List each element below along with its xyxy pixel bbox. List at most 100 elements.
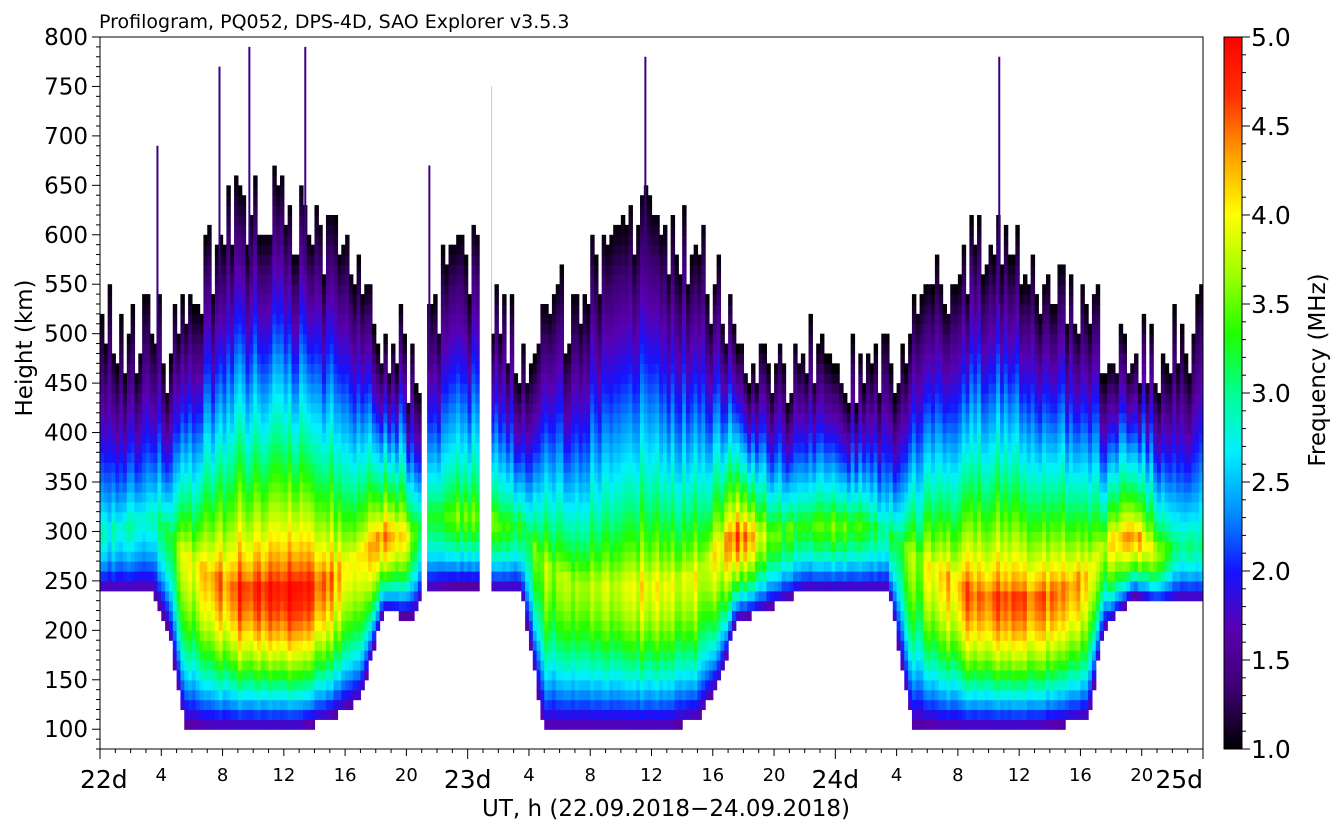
- heatmap-cell: [452, 452, 457, 463]
- heatmap-cell: [199, 432, 205, 444]
- heatmap-cell: [291, 679, 296, 691]
- heatmap-cell: [302, 393, 308, 404]
- heatmap-cell: [417, 571, 423, 582]
- heatmap-cell: [195, 541, 201, 552]
- heatmap-cell: [199, 571, 205, 582]
- heatmap-cell: [460, 393, 465, 404]
- heatmap-cell: [107, 462, 113, 473]
- heatmap-cell: [322, 689, 327, 701]
- heatmap-cell: [176, 393, 182, 404]
- heatmap-cell: [536, 610, 542, 622]
- heatmap-cell: [142, 363, 147, 374]
- heatmap-cell: [509, 333, 515, 345]
- heatmap-cell: [360, 472, 365, 483]
- heatmap-cell: [211, 412, 216, 424]
- heatmap-cell: [107, 561, 113, 572]
- heatmap-cell: [142, 333, 147, 345]
- heatmap-cell: [594, 472, 599, 483]
- heatmap-cell: [601, 254, 607, 266]
- heatmap-cell: [299, 254, 304, 266]
- heatmap-cell: [467, 531, 473, 542]
- heatmap-cell: [168, 412, 174, 424]
- heatmap-cell: [494, 511, 499, 523]
- heatmap-cell: [176, 630, 182, 641]
- heatmap-cell: [283, 313, 289, 325]
- heatmap-cell: [230, 491, 235, 503]
- heatmap-cell: [203, 699, 208, 711]
- heatmap-cell: [356, 304, 362, 315]
- heatmap-cell: [211, 660, 216, 671]
- heatmap-cell: [540, 501, 545, 513]
- heatmap-cell: [609, 620, 614, 631]
- heatmap-cell: [287, 669, 293, 681]
- heatmap-cell: [222, 363, 227, 374]
- heatmap-cell: [264, 630, 270, 641]
- heatmap-cell: [203, 254, 208, 266]
- heatmap-cell: [440, 462, 446, 473]
- heatmap-cell: [203, 274, 208, 285]
- heatmap-cell: [142, 383, 147, 394]
- heatmap-cell: [402, 561, 407, 572]
- heatmap-cell: [203, 620, 208, 631]
- heatmap-cell: [594, 274, 599, 285]
- heatmap-cell: [559, 432, 565, 444]
- heatmap-cell: [184, 521, 189, 533]
- heatmap-cell: [329, 333, 335, 345]
- heatmap-cell: [544, 630, 549, 641]
- heatmap-cell: [456, 373, 461, 384]
- heatmap-cell: [571, 630, 576, 641]
- heatmap-cell: [245, 244, 250, 256]
- heatmap-cell: [325, 254, 331, 266]
- heatmap-cell: [555, 442, 561, 453]
- heatmap-cell: [280, 215, 285, 226]
- heatmap-cell: [578, 462, 584, 473]
- heatmap-cell: [107, 353, 113, 364]
- heatmap-cell: [605, 482, 610, 493]
- heatmap-cell: [306, 323, 312, 335]
- heatmap-cell: [172, 462, 178, 473]
- heatmap-cell: [199, 650, 205, 661]
- heatmap-cell: [272, 679, 277, 691]
- heatmap-cell: [437, 491, 442, 503]
- heatmap-cell: [119, 482, 124, 493]
- heatmap-cell: [191, 719, 197, 730]
- heatmap-cell: [280, 571, 285, 582]
- heatmap-cell: [276, 699, 281, 711]
- heatmap-cell: [257, 590, 262, 602]
- heatmap-cell: [214, 521, 220, 533]
- heatmap-cell: [199, 402, 205, 414]
- heatmap-cell: [406, 551, 411, 562]
- heatmap-cell: [203, 452, 208, 463]
- heatmap-cell: [134, 472, 139, 483]
- heatmap-cell: [329, 561, 335, 572]
- heatmap-cell: [142, 452, 147, 463]
- heatmap-cell: [126, 521, 132, 533]
- heatmap-cell: [544, 333, 549, 345]
- heatmap-cell: [318, 304, 323, 315]
- heatmap-cell: [544, 709, 549, 720]
- heatmap-cell: [410, 383, 415, 394]
- heatmap-cell: [325, 442, 331, 453]
- heatmap-cell: [119, 452, 124, 463]
- heatmap-cell: [253, 373, 258, 384]
- heatmap-cell: [571, 491, 576, 503]
- heatmap-cell: [184, 620, 189, 631]
- heatmap-cell: [368, 462, 373, 473]
- heatmap-cell: [448, 521, 453, 533]
- heatmap-cell: [329, 650, 335, 661]
- heatmap-cell: [551, 561, 557, 572]
- heatmap-cell: [341, 640, 346, 651]
- heatmap-cell: [329, 491, 335, 503]
- heatmap-cell: [214, 719, 220, 730]
- heatmap-cell: [333, 393, 339, 404]
- heatmap-cell: [237, 205, 243, 216]
- heatmap-cell: [237, 224, 243, 236]
- heatmap-cell: [138, 353, 143, 364]
- heatmap-cell: [234, 699, 239, 711]
- heatmap-cell: [207, 313, 212, 325]
- heatmap-cell: [345, 393, 350, 404]
- heatmap-cell: [310, 610, 316, 622]
- heatmap-cell: [444, 284, 450, 295]
- heatmap-cell: [406, 491, 411, 503]
- heatmap-cell: [230, 689, 235, 701]
